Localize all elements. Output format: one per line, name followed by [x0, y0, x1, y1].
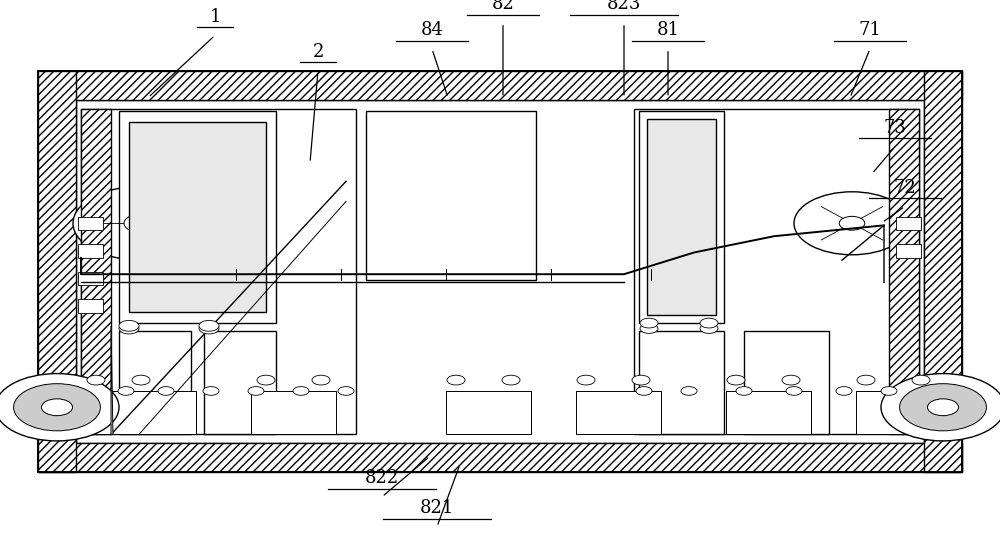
Bar: [78, 244, 103, 258]
Bar: [78, 272, 103, 285]
Circle shape: [248, 387, 264, 395]
Text: 1: 1: [209, 8, 221, 26]
Bar: [889, 109, 919, 434]
Circle shape: [727, 375, 745, 385]
Bar: [856, 391, 956, 434]
Circle shape: [900, 384, 986, 431]
Circle shape: [636, 387, 652, 395]
Bar: [896, 217, 921, 230]
Circle shape: [681, 387, 697, 395]
Bar: [647, 119, 716, 315]
Circle shape: [0, 374, 119, 441]
Circle shape: [14, 384, 100, 431]
Circle shape: [700, 318, 718, 328]
Circle shape: [782, 375, 800, 385]
Bar: [119, 331, 191, 434]
Circle shape: [87, 375, 105, 385]
Circle shape: [199, 323, 219, 334]
Bar: [634, 109, 919, 434]
Circle shape: [124, 214, 158, 232]
Circle shape: [881, 387, 897, 395]
Polygon shape: [111, 326, 113, 434]
Bar: [81, 109, 356, 434]
Circle shape: [73, 186, 209, 260]
Circle shape: [736, 387, 752, 395]
Circle shape: [577, 375, 595, 385]
Text: 822: 822: [365, 469, 399, 487]
Circle shape: [119, 323, 139, 334]
Circle shape: [257, 375, 275, 385]
Circle shape: [447, 375, 465, 385]
Circle shape: [338, 387, 354, 395]
Circle shape: [912, 375, 930, 385]
Bar: [81, 109, 111, 434]
Circle shape: [640, 324, 658, 333]
Text: 81: 81: [656, 21, 680, 39]
Circle shape: [640, 318, 658, 328]
Circle shape: [312, 375, 330, 385]
Bar: [576, 391, 661, 434]
Circle shape: [132, 375, 150, 385]
Circle shape: [41, 399, 72, 416]
Bar: [204, 331, 276, 434]
Bar: [38, 71, 962, 100]
Bar: [726, 391, 811, 434]
Text: 73: 73: [884, 119, 906, 137]
Bar: [38, 443, 962, 472]
Text: 821: 821: [420, 499, 454, 517]
Circle shape: [502, 375, 520, 385]
Bar: [78, 217, 103, 230]
Text: 82: 82: [492, 0, 514, 13]
Circle shape: [118, 387, 134, 395]
Bar: [744, 331, 829, 434]
Bar: [129, 122, 266, 312]
Circle shape: [839, 216, 865, 230]
Circle shape: [119, 320, 139, 331]
Bar: [38, 71, 76, 472]
Text: 2: 2: [312, 43, 324, 61]
Circle shape: [836, 387, 852, 395]
Polygon shape: [366, 111, 536, 280]
Bar: [76, 100, 924, 443]
Circle shape: [794, 192, 910, 255]
Text: 84: 84: [421, 21, 443, 39]
Bar: [639, 331, 724, 434]
Text: 823: 823: [607, 0, 641, 13]
Bar: [924, 71, 962, 472]
Bar: [251, 391, 336, 434]
Bar: [38, 71, 962, 472]
Circle shape: [857, 375, 875, 385]
Circle shape: [203, 387, 219, 395]
Circle shape: [928, 399, 958, 416]
Bar: [639, 111, 724, 323]
Bar: [86, 391, 196, 434]
Bar: [896, 244, 921, 258]
Text: 71: 71: [859, 21, 881, 39]
Bar: [119, 111, 276, 323]
Circle shape: [700, 324, 718, 333]
Text: 72: 72: [894, 179, 916, 197]
Circle shape: [158, 387, 174, 395]
Circle shape: [293, 387, 309, 395]
Bar: [446, 391, 531, 434]
Circle shape: [881, 374, 1000, 441]
Circle shape: [786, 387, 802, 395]
Bar: [78, 299, 103, 313]
Circle shape: [199, 320, 219, 331]
Circle shape: [632, 375, 650, 385]
